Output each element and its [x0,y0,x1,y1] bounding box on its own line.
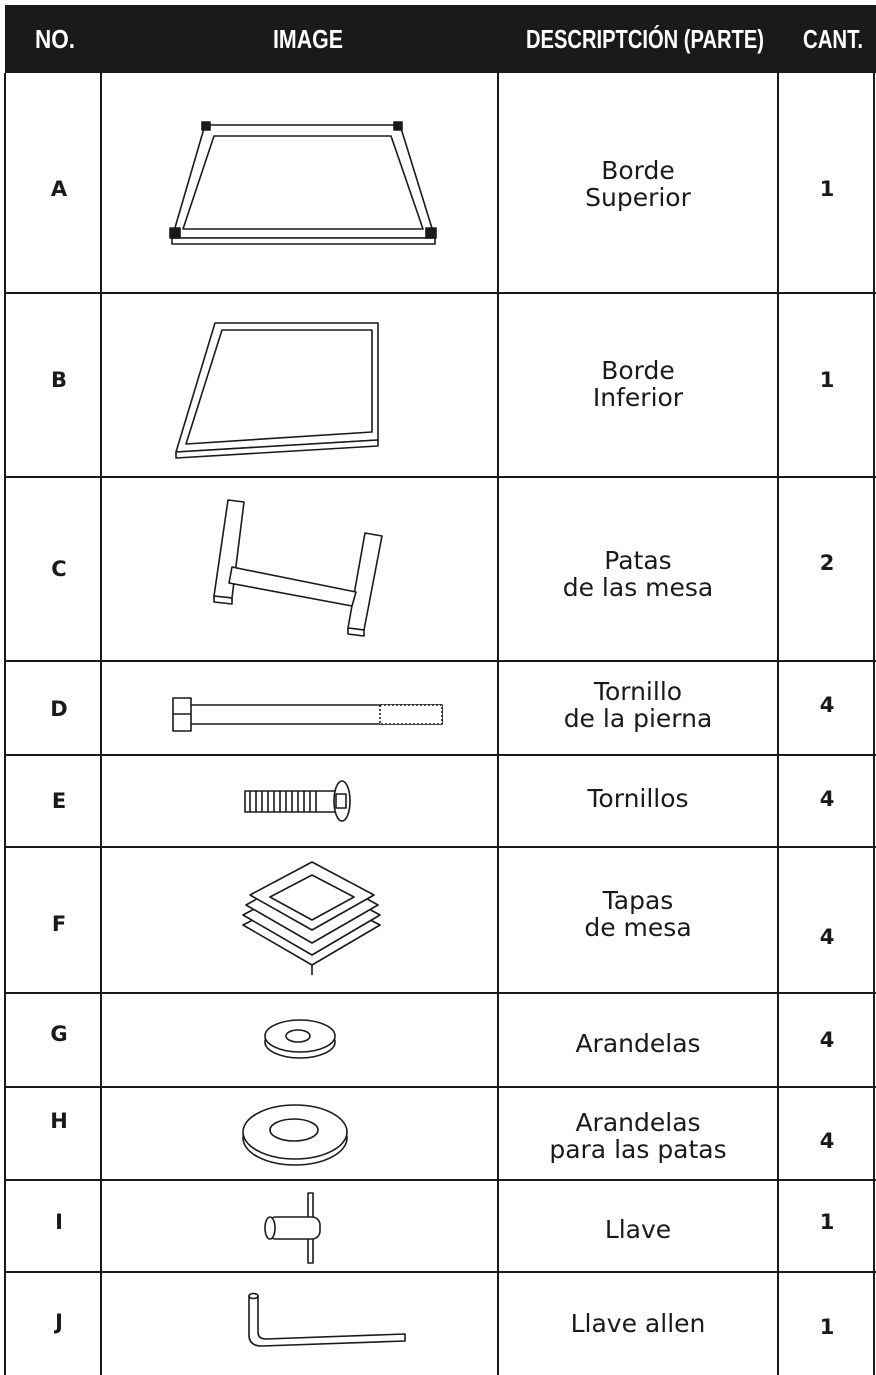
part-quantity: 1 [820,368,835,392]
part-description: de las mesa [563,573,714,602]
part-description: Patas [604,546,671,575]
part-description: de mesa [584,913,691,942]
part-number: A [51,177,68,201]
part-number: E [52,789,66,813]
part-description: Llave [605,1215,671,1244]
part-quantity: 4 [820,925,835,949]
part-description: Tapas [602,886,674,915]
header-cell: CANT. [803,24,863,54]
part-number: D [50,697,67,721]
part-quantity: 1 [820,1315,835,1339]
part-description: de la pierna [564,704,713,733]
part-number: B [51,368,67,392]
part-quantity: 4 [820,787,835,811]
part-number: H [50,1109,68,1133]
part-quantity: 1 [820,177,835,201]
part-number: I [55,1210,63,1234]
part-number: G [50,1022,67,1046]
header-bar [5,5,876,73]
part-quantity: 2 [820,551,835,575]
part-description: Arandelas [575,1108,700,1137]
part-description: Borde [601,356,675,385]
part-number: J [53,1310,63,1334]
part-description: Inferior [593,383,684,412]
part-description: Arandelas [575,1029,700,1058]
part-description: para las patas [549,1135,726,1164]
part-description: Tornillo [593,677,682,706]
part-description: Llave allen [571,1309,706,1338]
part-quantity: 4 [820,1129,835,1153]
part-quantity: 4 [820,693,835,717]
part-description: Superior [585,183,691,212]
part-description: Tornillos [586,784,688,813]
table-grid [4,73,876,1375]
part-quantity: 1 [820,1210,835,1234]
part-description: Borde [601,156,675,185]
part-number: C [51,557,66,581]
part-illustrations [169,121,443,1347]
header-cell: IMAGE [273,24,343,54]
header-cell: DESCRIPTCIÓN (PARTE) [526,24,764,54]
header-cell: NO. [35,24,75,54]
part-quantity: 4 [820,1028,835,1052]
part-number: F [52,912,66,936]
